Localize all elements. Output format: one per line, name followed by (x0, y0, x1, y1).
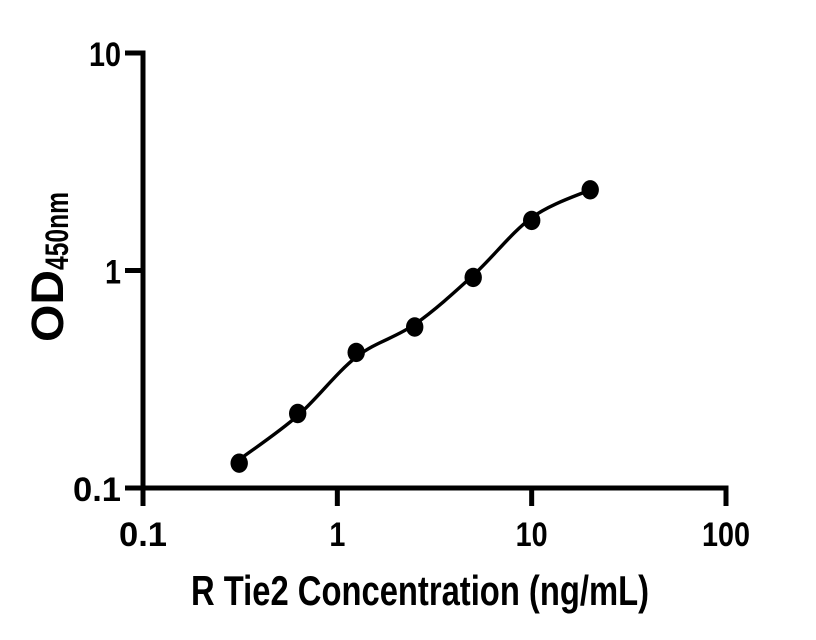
data-point (523, 210, 541, 231)
y-axis-title: OD450nm (22, 192, 75, 342)
x-tick-label: 1 (329, 516, 345, 554)
data-point (581, 180, 599, 200)
data-point (464, 267, 482, 288)
y-tick-label: 0.1 (73, 471, 121, 509)
data-point (406, 317, 424, 337)
x-axis-ticks: 0.1 1 10 100 (119, 488, 750, 554)
data-point (230, 453, 248, 473)
y-axis-title-subscript: 450nm (39, 192, 75, 270)
data-point (347, 342, 365, 363)
data-points (230, 180, 599, 473)
y-axis-title-main: OD (22, 270, 73, 342)
x-tick-label: 0.1 (119, 516, 167, 554)
y-axis-ticks: 0.1 1 10 (73, 36, 143, 509)
y-tick-label: 1 (105, 254, 121, 292)
y-tick-label: 10 (89, 36, 121, 74)
x-axis-title: R Tie2 Concentration (ng/mL) (191, 567, 649, 614)
data-point (289, 403, 307, 424)
x-tick-label: 10 (516, 516, 548, 554)
x-tick-label: 100 (702, 516, 750, 554)
